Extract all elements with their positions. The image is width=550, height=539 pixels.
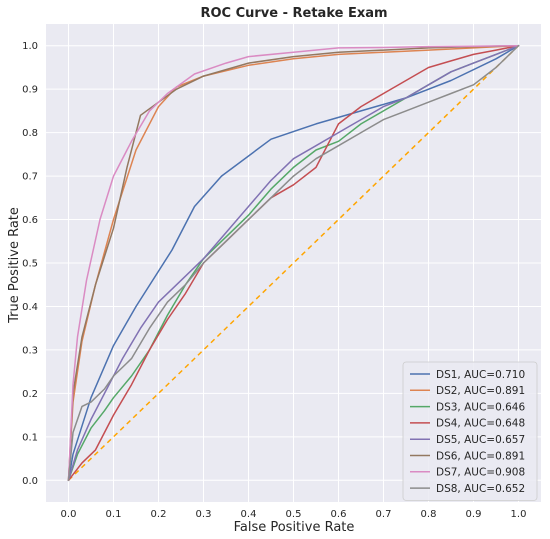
x-axis-label: False Positive Rate: [234, 520, 355, 535]
legend-entry-ds3: DS3, AUC=0.646: [436, 401, 525, 413]
x-tick-label: 0.0: [61, 509, 77, 520]
x-tick-label: 0.2: [151, 509, 167, 520]
y-tick-label: 0.5: [22, 259, 38, 270]
x-tick-labels: 0.0 0.1 0.2 0.3 0.4 0.5 0.6 0.7 0.8 0.9 1.0: [61, 509, 527, 520]
chart-title: ROC Curve - Retake Exam: [200, 6, 387, 21]
x-tick-label: 1.0: [511, 509, 527, 520]
y-tick-labels: 0.0 0.1 0.2 0.3 0.4 0.5 0.6 0.7 0.8 0.9 1.0: [22, 41, 38, 487]
series-layer: [67, 44, 520, 482]
x-tick-label: 0.9: [466, 509, 482, 520]
y-tick-label: 0.9: [22, 85, 38, 96]
legend-entry-ds2: DS2, AUC=0.891: [436, 385, 525, 397]
x-tick-label: 0.3: [196, 509, 212, 520]
legend-entry-ds5: DS5, AUC=0.657: [436, 434, 525, 446]
y-tick-label: 0.8: [22, 128, 38, 139]
x-tick-label: 0.8: [421, 509, 437, 520]
y-tick-label: 0.6: [22, 215, 38, 226]
y-axis-label: True Positive Rate: [7, 207, 22, 324]
y-tick-label: 0.0: [22, 476, 38, 487]
series-line-ds5: [67, 44, 520, 482]
y-tick-label: 0.3: [22, 345, 38, 356]
x-tick-label: 0.5: [286, 509, 302, 520]
legend: DS1, AUC=0.710 DS2, AUC=0.891 DS3, AUC=0.6…: [402, 361, 538, 501]
legend-box: [402, 361, 538, 501]
y-tick-label: 0.4: [22, 302, 38, 313]
legend-entry-ds4: DS4, AUC=0.648: [436, 418, 525, 430]
x-tick-label: 0.6: [331, 509, 347, 520]
legend-entry-ds6: DS6, AUC=0.891: [436, 450, 525, 462]
x-tick-label: 0.4: [241, 509, 257, 520]
x-tick-label: 0.7: [376, 509, 392, 520]
series-line-ds6: [67, 44, 520, 482]
y-tick-label: 0.7: [22, 172, 38, 183]
legend-entry-ds7: DS7, AUC=0.908: [436, 467, 525, 479]
y-tick-label: 0.2: [22, 389, 38, 400]
series-line-ds8: [67, 44, 520, 482]
legend-entry-ds8: DS8, AUC=0.652: [436, 483, 525, 495]
series-line-ds1: [67, 44, 520, 482]
y-tick-label: 0.1: [22, 432, 38, 443]
series-line-ds7: [67, 44, 520, 482]
legend-entry-ds1: DS1, AUC=0.710: [436, 369, 525, 381]
y-tick-label: 1.0: [22, 41, 38, 52]
x-tick-label: 0.1: [106, 509, 122, 520]
